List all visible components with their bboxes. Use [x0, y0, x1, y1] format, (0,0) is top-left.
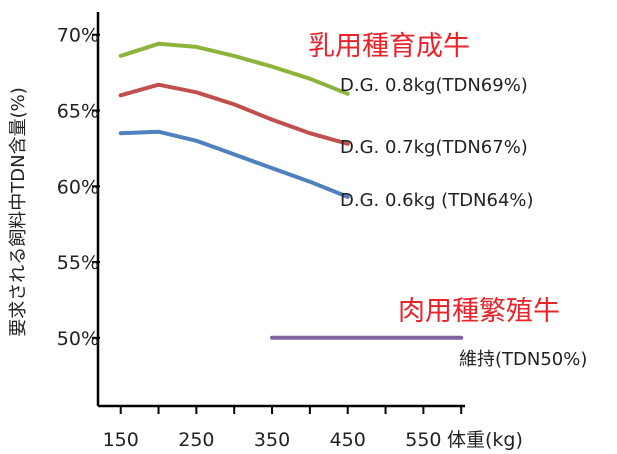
x-axis-title: 体重(kg) [447, 429, 523, 451]
group-label-1: 肉用種繁殖牛 [398, 296, 560, 327]
series-layer [118, 41, 464, 340]
group-label-0: 乳用種育成牛 [308, 31, 470, 62]
series-label-0: D.G. 0.8kg(TDN69%) [340, 75, 528, 96]
y-tick-label: 50% [57, 328, 99, 350]
axes-layer: 50% 55% 60% 65% 70% 150 250 350 450 550 体重(kg) 要求され… [8, 12, 523, 451]
series-line-1 [118, 82, 350, 146]
y-tick-label: 70% [57, 25, 99, 47]
y-axis-title: 要求される飼料中TDN含量(%) [8, 87, 29, 336]
series-line-2 [118, 129, 350, 199]
y-tick-label: 60% [57, 176, 99, 198]
x-tick-label: 150 [103, 429, 139, 451]
series-line-0 [118, 41, 350, 96]
y-tick-label: 55% [57, 252, 99, 274]
x-tick-label: 550 [405, 429, 441, 451]
x-tick-label: 350 [254, 429, 290, 451]
series-label-2: D.G. 0.6kg (TDN64%) [340, 190, 534, 211]
label-layer: D.G. 0.8kg(TDN69%) D.G. 0.7kg(TDN67%) D.G.… [308, 31, 587, 370]
x-tick-label: 450 [330, 429, 366, 451]
series-label-3: 維持(TDN50%) [459, 349, 587, 370]
x-tick-label: 250 [178, 429, 214, 451]
series-label-1: D.G. 0.7kg(TDN67%) [340, 137, 528, 158]
y-tick-label: 65% [57, 101, 99, 123]
